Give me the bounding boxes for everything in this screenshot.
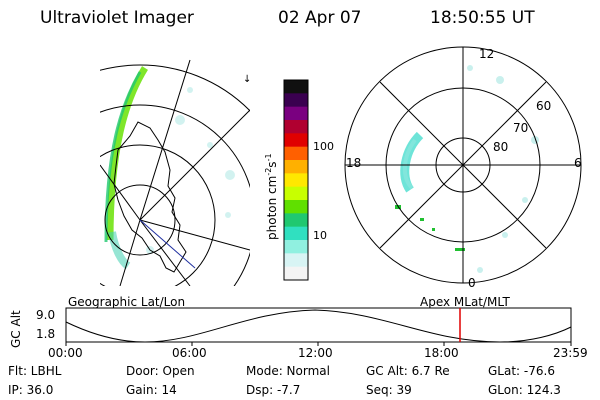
- polar-aurora: [395, 65, 539, 273]
- glon-readout: GLon: 124.3: [488, 383, 561, 397]
- colorbar-segment: [284, 133, 308, 148]
- date-label: 02 Apr 07: [278, 8, 362, 28]
- mode-readout: Mode: Normal: [246, 364, 330, 378]
- mlat-label-60: 60: [536, 99, 552, 113]
- x-tick-0600: 06:00: [172, 346, 207, 360]
- time-label: 18:50:55 UT: [430, 8, 535, 28]
- svg-text:↓: ↓: [243, 74, 251, 85]
- y-tick-9: 9.0: [36, 308, 56, 322]
- geographic-label: Geographic Lat/Lon: [68, 295, 186, 309]
- gc-alt-readout: GC Alt: 6.7 Re: [366, 364, 450, 378]
- x-tick-2359: 23:59: [553, 346, 588, 360]
- colorbar-segment: [284, 253, 308, 268]
- x-tick-0000: 00:00: [48, 346, 83, 360]
- ip-readout: IP: 36.0: [8, 383, 54, 397]
- filter-readout: Flt: LBHL: [8, 364, 62, 378]
- colorbar-segment: [284, 213, 308, 228]
- colorbar-segment: [284, 200, 308, 214]
- gain-readout: Gain: 14: [126, 383, 177, 397]
- colorbar-segment: [284, 186, 308, 201]
- mlt-label-0: 0: [468, 276, 476, 290]
- x-tick-1800: 18:00: [424, 346, 459, 360]
- mlt-label-18: 18: [346, 156, 362, 170]
- apex-label: Apex MLat/MLT: [420, 295, 510, 309]
- door-readout: Door: Open: [126, 364, 195, 378]
- colorbar-segment: [284, 93, 308, 108]
- colorbar-segment: [284, 173, 308, 188]
- geographic-grid: [100, 59, 250, 286]
- colorbar-segment: [284, 146, 308, 161]
- x-tick-1200: 12:00: [298, 346, 333, 360]
- colorbar-tick-10: 10: [313, 229, 327, 242]
- intensity-colorbar: [283, 79, 309, 281]
- mlat-label-70: 70: [513, 121, 529, 135]
- polar-grid: [344, 46, 582, 284]
- colorbar-tick-100: 100: [313, 140, 334, 153]
- dsp-readout: Dsp: -7.7: [246, 383, 301, 397]
- y-tick-1.8: 1.8: [36, 327, 56, 341]
- colorbar-segment: [284, 240, 308, 254]
- colorbar-segment: [284, 266, 308, 281]
- glat-readout: GLat: -76.6: [488, 364, 555, 378]
- colorbar-segment: [284, 160, 308, 174]
- altitude-curve: [65, 309, 572, 343]
- timeline-axis-label: GC Alt: [9, 310, 23, 348]
- mlat-label-80: 80: [493, 140, 509, 154]
- colorbar-segment: [284, 120, 308, 134]
- seq-readout: Seq: 39: [366, 383, 412, 397]
- colorbar-frame: [283, 79, 309, 281]
- colorbar-segment: [284, 226, 308, 241]
- timeline-frame: [65, 307, 572, 343]
- colorbar-segment: [284, 80, 308, 94]
- mlt-label-6: 6: [574, 156, 582, 170]
- instrument-title: Ultraviolet Imager: [40, 8, 194, 28]
- colorbar-segment: [284, 106, 308, 121]
- mlt-label-12: 12: [479, 47, 495, 61]
